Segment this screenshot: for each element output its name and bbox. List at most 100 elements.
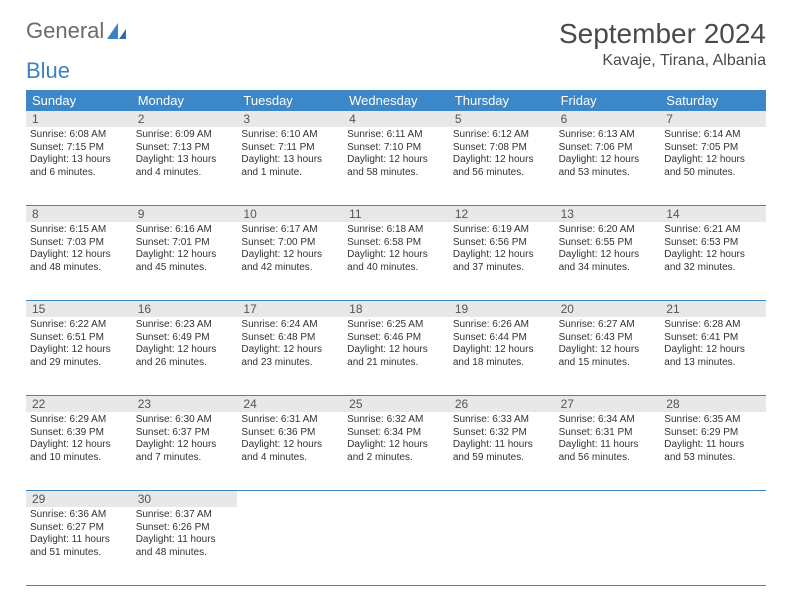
sunset-text: Sunset: 7:15 PM xyxy=(30,142,128,155)
day-number: 25 xyxy=(343,396,449,412)
weekday-label: Sunday xyxy=(26,90,132,111)
day-cell: Sunrise: 6:24 AMSunset: 6:48 PMDaylight:… xyxy=(237,317,343,395)
day-number: 5 xyxy=(449,111,555,127)
sunset-text: Sunset: 7:10 PM xyxy=(347,142,445,155)
day-cell: Sunrise: 6:23 AMSunset: 6:49 PMDaylight:… xyxy=(132,317,238,395)
day-cell: Sunrise: 6:11 AMSunset: 7:10 PMDaylight:… xyxy=(343,127,449,205)
day-cell: Sunrise: 6:17 AMSunset: 7:00 PMDaylight:… xyxy=(237,222,343,300)
day-cell: Sunrise: 6:30 AMSunset: 6:37 PMDaylight:… xyxy=(132,412,238,490)
sunset-text: Sunset: 6:51 PM xyxy=(30,332,128,345)
day-number: 17 xyxy=(237,301,343,317)
day-cell: Sunrise: 6:10 AMSunset: 7:11 PMDaylight:… xyxy=(237,127,343,205)
sunset-text: Sunset: 6:58 PM xyxy=(347,237,445,250)
daylight-text: Daylight: 12 hours and 58 minutes. xyxy=(347,154,445,179)
sunset-text: Sunset: 7:06 PM xyxy=(559,142,657,155)
daylight-text: Daylight: 13 hours and 1 minute. xyxy=(241,154,339,179)
daylight-text: Daylight: 12 hours and 34 minutes. xyxy=(559,249,657,274)
sunset-text: Sunset: 6:41 PM xyxy=(664,332,762,345)
sunrise-text: Sunrise: 6:15 AM xyxy=(30,224,128,237)
daylight-text: Daylight: 12 hours and 45 minutes. xyxy=(136,249,234,274)
sunrise-text: Sunrise: 6:31 AM xyxy=(241,414,339,427)
weekday-label: Friday xyxy=(555,90,661,111)
day-cell: Sunrise: 6:12 AMSunset: 7:08 PMDaylight:… xyxy=(449,127,555,205)
sunrise-text: Sunrise: 6:34 AM xyxy=(559,414,657,427)
sunrise-text: Sunrise: 6:20 AM xyxy=(559,224,657,237)
sunset-text: Sunset: 6:29 PM xyxy=(664,427,762,440)
daylight-text: Daylight: 12 hours and 50 minutes. xyxy=(664,154,762,179)
sunrise-text: Sunrise: 6:11 AM xyxy=(347,129,445,142)
day-number: 9 xyxy=(132,206,238,222)
sunset-text: Sunset: 6:44 PM xyxy=(453,332,551,345)
day-number: 15 xyxy=(26,301,132,317)
day-number-row: 2930 xyxy=(26,491,766,507)
day-number: 23 xyxy=(132,396,238,412)
day-number: 2 xyxy=(132,111,238,127)
day-cell: Sunrise: 6:08 AMSunset: 7:15 PMDaylight:… xyxy=(26,127,132,205)
daylight-text: Daylight: 12 hours and 42 minutes. xyxy=(241,249,339,274)
sunset-text: Sunset: 7:08 PM xyxy=(453,142,551,155)
sunrise-text: Sunrise: 6:23 AM xyxy=(136,319,234,332)
sunrise-text: Sunrise: 6:08 AM xyxy=(30,129,128,142)
day-cell: Sunrise: 6:36 AMSunset: 6:27 PMDaylight:… xyxy=(26,507,132,585)
daylight-text: Daylight: 12 hours and 23 minutes. xyxy=(241,344,339,369)
day-cell: Sunrise: 6:27 AMSunset: 6:43 PMDaylight:… xyxy=(555,317,661,395)
sunrise-text: Sunrise: 6:24 AM xyxy=(241,319,339,332)
day-number xyxy=(555,491,661,507)
daylight-text: Daylight: 11 hours and 59 minutes. xyxy=(453,439,551,464)
day-number: 21 xyxy=(660,301,766,317)
daylight-text: Daylight: 12 hours and 53 minutes. xyxy=(559,154,657,179)
sunset-text: Sunset: 6:55 PM xyxy=(559,237,657,250)
sunrise-text: Sunrise: 6:17 AM xyxy=(241,224,339,237)
sunset-text: Sunset: 6:43 PM xyxy=(559,332,657,345)
sunset-text: Sunset: 6:27 PM xyxy=(30,522,128,535)
day-number: 4 xyxy=(343,111,449,127)
day-cell: Sunrise: 6:28 AMSunset: 6:41 PMDaylight:… xyxy=(660,317,766,395)
day-cell: Sunrise: 6:29 AMSunset: 6:39 PMDaylight:… xyxy=(26,412,132,490)
daylight-text: Daylight: 12 hours and 2 minutes. xyxy=(347,439,445,464)
day-number: 13 xyxy=(555,206,661,222)
sunrise-text: Sunrise: 6:36 AM xyxy=(30,509,128,522)
daylight-text: Daylight: 12 hours and 26 minutes. xyxy=(136,344,234,369)
daylight-text: Daylight: 11 hours and 56 minutes. xyxy=(559,439,657,464)
day-cell: Sunrise: 6:20 AMSunset: 6:55 PMDaylight:… xyxy=(555,222,661,300)
daylight-text: Daylight: 11 hours and 48 minutes. xyxy=(136,534,234,559)
day-number: 20 xyxy=(555,301,661,317)
day-number-row: 891011121314 xyxy=(26,206,766,222)
day-cell xyxy=(555,507,661,585)
week-row: Sunrise: 6:22 AMSunset: 6:51 PMDaylight:… xyxy=(26,317,766,396)
day-cell: Sunrise: 6:37 AMSunset: 6:26 PMDaylight:… xyxy=(132,507,238,585)
day-number xyxy=(660,491,766,507)
day-number: 7 xyxy=(660,111,766,127)
daylight-text: Daylight: 13 hours and 4 minutes. xyxy=(136,154,234,179)
sunset-text: Sunset: 7:01 PM xyxy=(136,237,234,250)
sunset-text: Sunset: 6:32 PM xyxy=(453,427,551,440)
day-cell: Sunrise: 6:22 AMSunset: 6:51 PMDaylight:… xyxy=(26,317,132,395)
sunrise-text: Sunrise: 6:28 AM xyxy=(664,319,762,332)
day-cell: Sunrise: 6:15 AMSunset: 7:03 PMDaylight:… xyxy=(26,222,132,300)
day-number: 19 xyxy=(449,301,555,317)
sunset-text: Sunset: 6:34 PM xyxy=(347,427,445,440)
logo-text-general: General xyxy=(26,18,104,44)
weekday-label: Saturday xyxy=(660,90,766,111)
day-cell: Sunrise: 6:21 AMSunset: 6:53 PMDaylight:… xyxy=(660,222,766,300)
sunset-text: Sunset: 6:39 PM xyxy=(30,427,128,440)
sunrise-text: Sunrise: 6:29 AM xyxy=(30,414,128,427)
daylight-text: Daylight: 11 hours and 53 minutes. xyxy=(664,439,762,464)
day-number: 27 xyxy=(555,396,661,412)
day-number: 26 xyxy=(449,396,555,412)
day-number: 29 xyxy=(26,491,132,507)
day-cell: Sunrise: 6:25 AMSunset: 6:46 PMDaylight:… xyxy=(343,317,449,395)
daylight-text: Daylight: 12 hours and 4 minutes. xyxy=(241,439,339,464)
day-cell xyxy=(449,507,555,585)
daylight-text: Daylight: 12 hours and 13 minutes. xyxy=(664,344,762,369)
daylight-text: Daylight: 12 hours and 10 minutes. xyxy=(30,439,128,464)
sunset-text: Sunset: 6:53 PM xyxy=(664,237,762,250)
day-number: 12 xyxy=(449,206,555,222)
sunset-text: Sunset: 6:48 PM xyxy=(241,332,339,345)
day-cell: Sunrise: 6:18 AMSunset: 6:58 PMDaylight:… xyxy=(343,222,449,300)
logo-sail-icon xyxy=(106,22,128,40)
day-cell: Sunrise: 6:09 AMSunset: 7:13 PMDaylight:… xyxy=(132,127,238,205)
sunrise-text: Sunrise: 6:12 AM xyxy=(453,129,551,142)
day-cell: Sunrise: 6:34 AMSunset: 6:31 PMDaylight:… xyxy=(555,412,661,490)
sunset-text: Sunset: 6:26 PM xyxy=(136,522,234,535)
